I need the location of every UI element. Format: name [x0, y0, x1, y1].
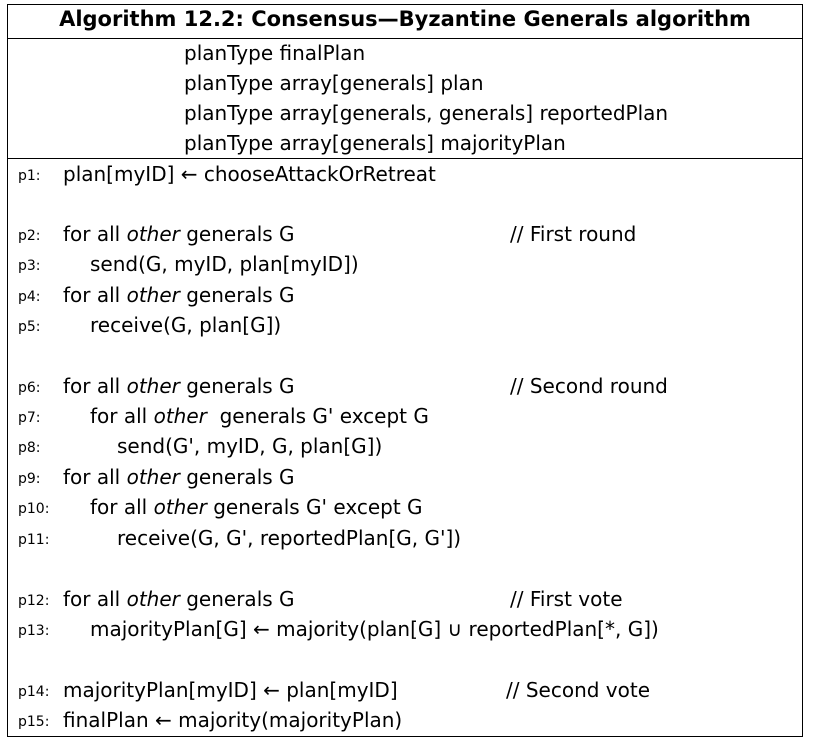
algorithm-line-p10: p10: for all other generals G' except G [8, 495, 802, 525]
line-code: for all other generals G [63, 465, 295, 489]
declaration-reported-plan: planType array[generals, generals] repor… [184, 101, 669, 125]
line-label: p8: [18, 440, 41, 456]
algorithm-line-p14: p14: majorityPlan[myID] ← plan[myID] // … [8, 678, 802, 708]
algorithm-line-p5: p5: receive(G, plan[G]) [8, 313, 802, 343]
line-code: send(G, myID, plan[myID]) [90, 252, 359, 276]
algorithm-line-p12: p12: for all other generals G // First v… [8, 587, 802, 617]
line-label: p11: [18, 532, 50, 548]
line-label: p5: [18, 319, 41, 335]
title-divider [8, 38, 802, 39]
line-code: receive(G, G', reportedPlan[G, G']) [117, 526, 462, 550]
line-label: p12: [18, 593, 50, 609]
algorithm-line-p15: p15: finalPlan ← majority(majorityPlan) [8, 708, 802, 738]
declarations-divider [8, 158, 802, 159]
line-code: send(G', myID, G, plan[G]) [117, 434, 383, 458]
line-label: p10: [18, 501, 50, 517]
algorithm-line-p11: p11: receive(G, G', reportedPlan[G, G']) [8, 526, 802, 556]
line-code: receive(G, plan[G]) [90, 313, 282, 337]
line-label: p4: [18, 289, 41, 305]
line-label: p15: [18, 714, 50, 730]
line-code: for all other generals G [63, 374, 295, 398]
algorithm-line-p7: p7: for all other generals G' except G [8, 404, 802, 434]
line-code: for all other generals G' except G [90, 404, 429, 428]
line-label: p2: [18, 228, 41, 244]
line-code: for all other generals G [63, 587, 295, 611]
algorithm-title: Algorithm 12.2: Consensus—Byzantine Gene… [59, 7, 751, 31]
line-label: p14: [18, 684, 50, 700]
line-comment: // First vote [510, 587, 623, 611]
declaration-plan: planType array[generals] plan [184, 71, 484, 95]
line-comment: // Second round [510, 374, 668, 398]
algorithm-line-p2: p2: for all other generals G // First ro… [8, 222, 802, 252]
line-label: p1: [18, 168, 41, 184]
declaration-final-plan: planType finalPlan [184, 41, 366, 65]
line-code: majorityPlan[myID] ← plan[myID] [63, 678, 398, 702]
line-code: for all other generals G [63, 222, 295, 246]
line-comment: // First round [510, 222, 637, 246]
line-label: p13: [18, 623, 50, 639]
line-code: for all other generals G [63, 283, 295, 307]
line-label: p6: [18, 380, 41, 396]
algorithm-line-p9: p9: for all other generals G [8, 465, 802, 495]
algorithm-line-p6: p6: for all other generals G // Second r… [8, 374, 802, 404]
line-code: majorityPlan[G] ← majority(plan[G] ∪ rep… [90, 617, 659, 641]
line-label: p3: [18, 258, 41, 274]
algorithm-line-p13: p13: majorityPlan[G] ← majority(plan[G] … [8, 617, 802, 647]
algorithm-box: Algorithm 12.2: Consensus—Byzantine Gene… [7, 4, 803, 737]
line-code: for all other generals G' except G [90, 495, 423, 519]
declaration-majority-plan: planType array[generals] majorityPlan [184, 131, 566, 155]
algorithm-line-p4: p4: for all other generals G [8, 283, 802, 313]
line-code: finalPlan ← majority(majorityPlan) [63, 708, 403, 732]
algorithm-line-p1: p1: plan[myID] ← chooseAttackOrRetreat [8, 162, 802, 192]
line-comment: // Second vote [506, 678, 651, 702]
line-label: p9: [18, 471, 41, 487]
line-label: p7: [18, 410, 41, 426]
algorithm-line-p3: p3: send(G, myID, plan[myID]) [8, 252, 802, 282]
line-code: plan[myID] ← chooseAttackOrRetreat [63, 162, 436, 186]
algorithm-line-p8: p8: send(G', myID, G, plan[G]) [8, 434, 802, 464]
